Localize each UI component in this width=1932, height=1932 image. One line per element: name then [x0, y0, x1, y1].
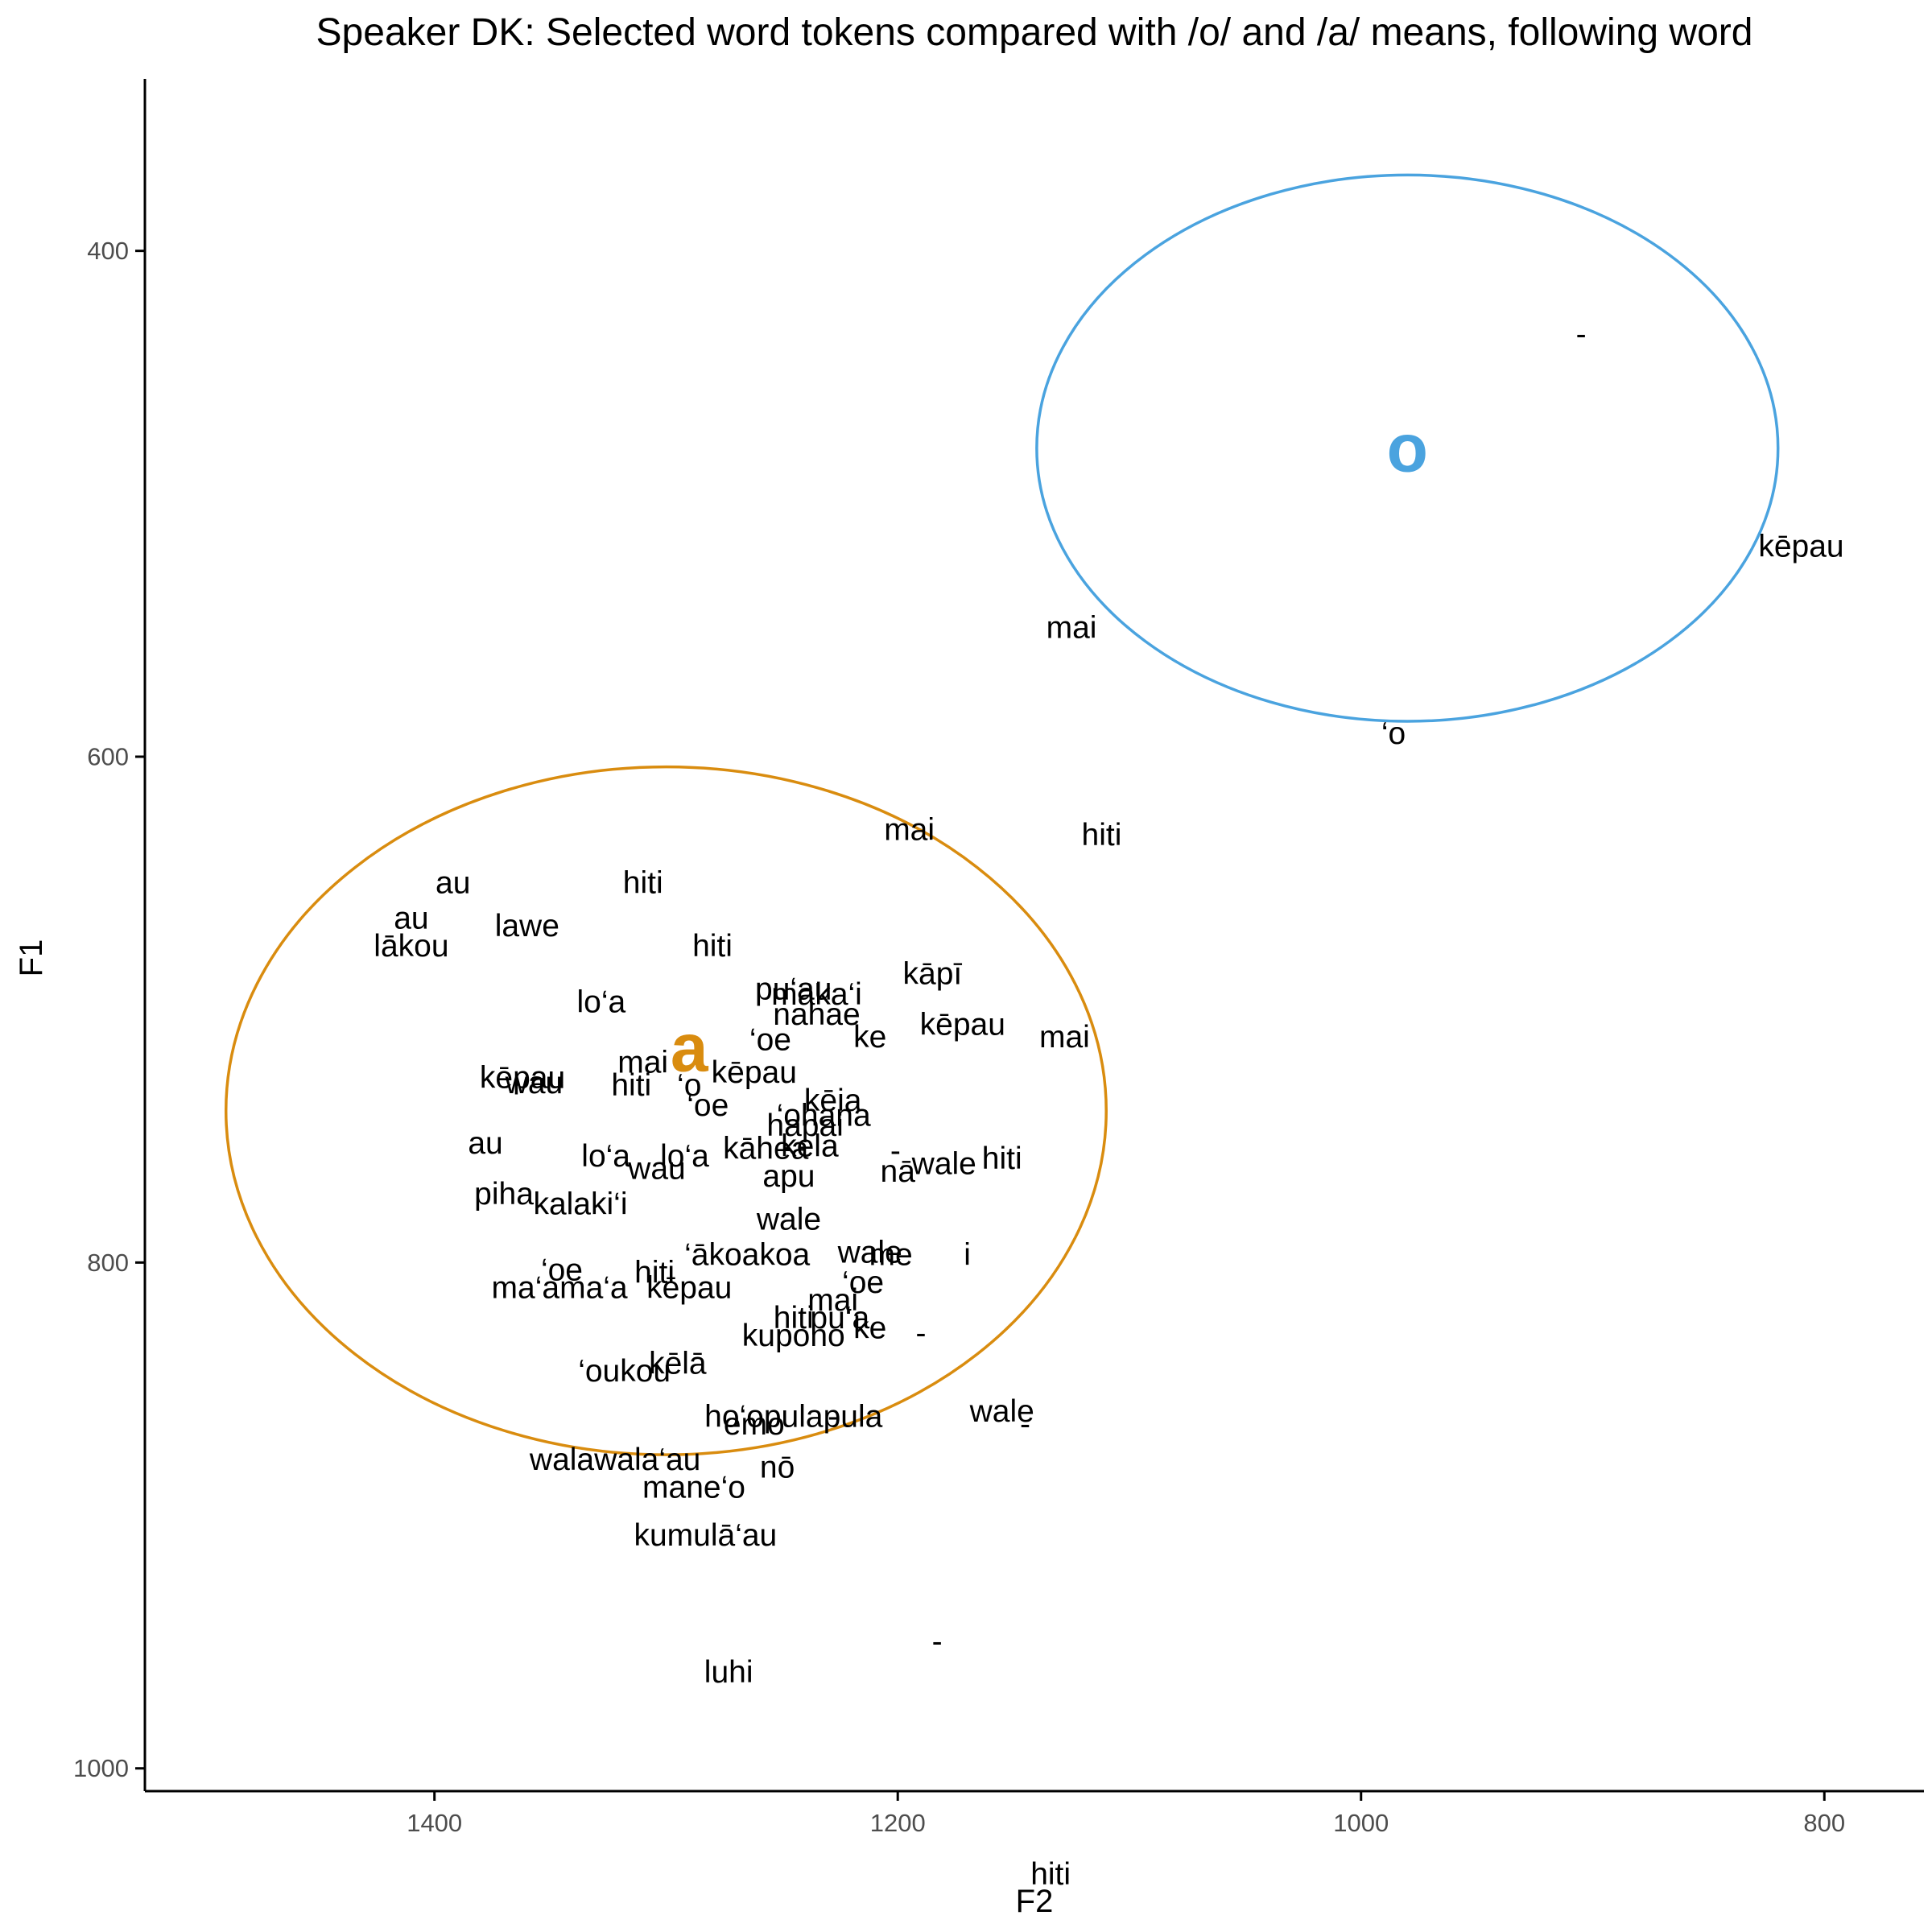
token-label: mane‘o	[642, 1470, 745, 1505]
token-label: mai	[807, 1283, 858, 1318]
token-label: apu	[762, 1159, 815, 1194]
x-axis-title: F2	[1016, 1884, 1054, 1919]
token-label: walawala‘au	[529, 1443, 700, 1477]
token-label: -	[828, 1400, 838, 1435]
token-label: kāpī	[903, 957, 963, 992]
token-label: au	[436, 866, 470, 901]
means-layer: oa	[671, 411, 1428, 1086]
y-tick-label: 400	[87, 237, 129, 265]
x-tick-label: 1000	[1333, 1809, 1389, 1837]
token-label: ‘oe	[687, 1088, 729, 1123]
token-label: hiti	[692, 929, 733, 964]
ellipse-o	[1035, 173, 1780, 723]
token-label: -	[890, 1134, 901, 1169]
y-tick-label: 800	[87, 1249, 129, 1277]
token-label: ‘o	[1381, 716, 1406, 751]
token-label: ma‘ama‘a	[492, 1270, 628, 1305]
token-label: lākou	[374, 929, 448, 964]
token-label: ‘ohana	[777, 1099, 871, 1133]
token-label: kāhea	[723, 1131, 809, 1166]
token-label: kēlā	[649, 1347, 707, 1381]
token-label: ‘o	[677, 1068, 701, 1103]
vowel-mean-o: o	[1387, 411, 1428, 486]
token-label: ‘ākoakoa	[684, 1237, 810, 1272]
y-tick-label: 1000	[73, 1754, 129, 1782]
token-label: hapai	[766, 1108, 843, 1143]
token-label: hiti	[1030, 1857, 1071, 1892]
token-label: nahae	[773, 997, 860, 1032]
token-label: wau	[505, 1066, 564, 1100]
token-label: mai	[884, 813, 935, 848]
token-label: i	[964, 1237, 971, 1272]
token-label: emo	[724, 1407, 785, 1442]
token-label: -	[1576, 317, 1587, 352]
y-axis-ticks: 400 600 800 1000	[73, 237, 145, 1782]
token-label: mai	[617, 1046, 668, 1080]
token-label: ‘oukou	[578, 1354, 671, 1389]
y-tick-label: 600	[87, 743, 129, 771]
token-label: hiti	[1082, 818, 1122, 852]
token-label: me	[869, 1237, 912, 1272]
token-label: kupono	[742, 1319, 845, 1353]
token-label: ke	[853, 1311, 886, 1346]
token-label: au	[468, 1126, 502, 1161]
token-label: kēpau	[646, 1270, 732, 1305]
token-label: -	[915, 1316, 926, 1351]
token-label: kēpau	[480, 1061, 565, 1096]
token-label: kumulā‘au	[634, 1518, 777, 1553]
token-label: hiti	[623, 866, 663, 901]
token-label: lo‘a	[577, 985, 626, 1019]
token-label: kēpau	[712, 1055, 797, 1090]
token-label: ke	[853, 1020, 886, 1055]
token-label: hiti	[611, 1068, 651, 1103]
token-label: nā	[881, 1154, 916, 1189]
x-tick-label: 800	[1803, 1809, 1845, 1837]
token-label: kēpau	[1758, 530, 1843, 564]
y-axis-title: F1	[14, 939, 49, 977]
token-label: hiti	[982, 1141, 1022, 1176]
token-label: hiti	[774, 1301, 814, 1335]
token-label: wale	[756, 1202, 821, 1236]
token-label: wale	[911, 1146, 976, 1181]
x-tick-label: 1200	[870, 1809, 926, 1837]
x-tick-label: 1400	[407, 1809, 462, 1837]
token-label: pu‘a	[810, 1301, 869, 1335]
token-label: ‘oe	[541, 1253, 583, 1287]
token-label: mai	[1039, 1020, 1090, 1055]
ellipses-layer	[224, 173, 1780, 1456]
token-label: -	[932, 1624, 943, 1659]
token-label: pu‘au	[755, 972, 832, 1007]
token-label: wau	[627, 1152, 686, 1187]
chart-title: Speaker DK: Selected word tokens compare…	[316, 11, 1753, 54]
x-axis-ticks: 1400 1200 1000 800	[407, 1791, 1845, 1837]
token-label: wale	[837, 1235, 902, 1269]
vowel-mean-a: a	[671, 1009, 709, 1085]
token-label: lo‘a	[581, 1139, 630, 1174]
token-label: luhi	[704, 1655, 753, 1690]
token-label: wale	[969, 1394, 1034, 1429]
token-label: lawe	[495, 909, 559, 943]
token-label: maka‘i	[771, 977, 862, 1012]
token-label: ho‘opulapula	[704, 1400, 883, 1435]
token-label: kēpau	[920, 1008, 1005, 1042]
token-label: kēia	[804, 1084, 862, 1118]
token-label: au	[394, 902, 428, 936]
token-label: ‘oe	[749, 1022, 791, 1057]
token-label: kela	[781, 1129, 839, 1163]
token-label: mai	[1046, 610, 1097, 645]
token-label: ‘oe	[842, 1265, 884, 1300]
token-label: piha	[474, 1177, 534, 1212]
token-label: kalaki‘i	[533, 1187, 627, 1222]
ellipse-a	[224, 765, 1108, 1456]
token-label: lo‘a	[660, 1139, 709, 1174]
token-label: nō	[760, 1450, 795, 1484]
token-label: hiti	[634, 1255, 675, 1290]
token-label: -	[1020, 1407, 1030, 1442]
